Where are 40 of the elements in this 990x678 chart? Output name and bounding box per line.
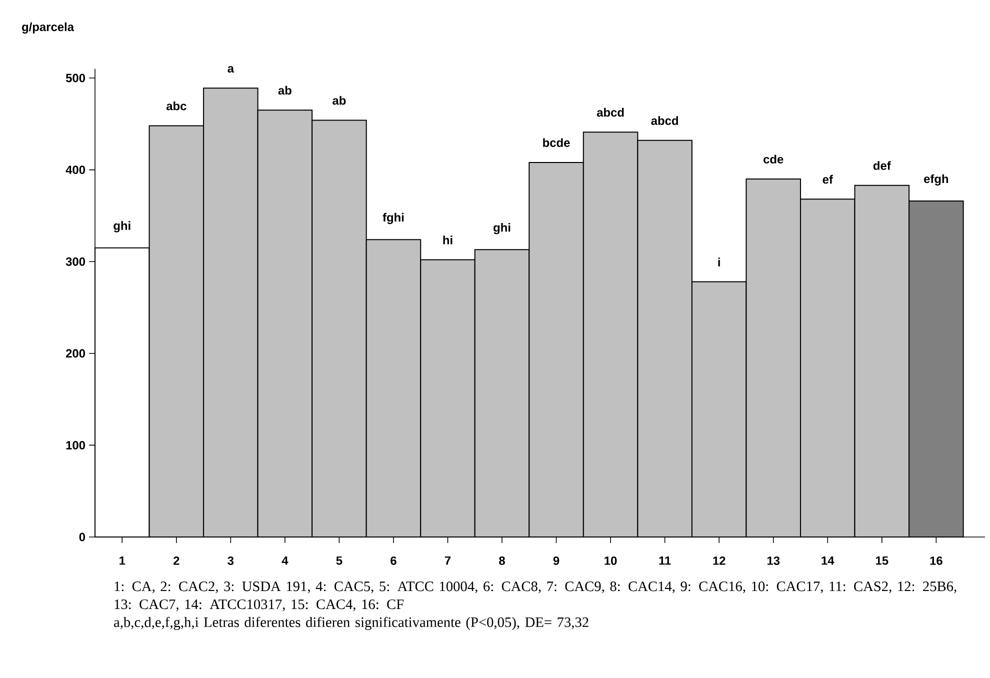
annotation: bcde [543,138,570,147]
x-tick-label: 2 [174,556,180,565]
x-tick-label: 13 [767,556,780,565]
x-tick-label: 12 [713,556,726,565]
annotation: fghi [382,212,404,224]
x-tick-label: 11 [659,556,671,565]
annotation: hi [443,236,452,244]
x-tick-label: 16 [930,556,942,565]
x-tick-label: 6 [390,556,396,565]
x-tick-label: 1 [120,556,126,565]
x-tick-label: 8 [499,556,505,565]
annotation: ghi [494,223,510,234]
annotation: a [228,66,234,73]
annotation: abc [166,101,186,110]
y-tick-label: 300 [66,257,86,266]
y-tick-label: 500 [66,74,86,82]
y-tick-label: 400 [66,166,86,174]
x-tick-label: 3 [228,556,234,565]
y-axis-title: g/parcela [22,22,74,34]
annotation: ef [822,174,833,184]
annotation: cde [764,154,784,164]
x-tick-label: 10 [604,556,617,565]
y-tick-label: 200 [66,349,86,358]
annotation: ab [278,86,292,95]
x-tick-label: 7 [444,556,451,565]
annotation: efgh [924,174,948,186]
x-tick-label: 5 [336,556,342,565]
annotation: i [718,258,720,266]
x-tick-label: 4 [282,556,288,565]
x-tick-label: 15 [876,556,888,565]
annotation: ab [332,96,346,105]
text: a,b,c,d,e,f,g,h,i Letras diferentes difieren significativamente (P<0,05), DE= 73,32 [114,616,588,630]
x-tick-label: 14 [822,556,834,565]
annotation: abcd [651,116,678,125]
y-tick-label: 0 [79,532,86,542]
annotation: ghi [114,221,130,232]
y-tick-label: 100 [66,440,86,450]
annotation: abcd [596,108,624,117]
x-tick-label: 9 [553,556,560,565]
annotation: def [873,161,891,170]
